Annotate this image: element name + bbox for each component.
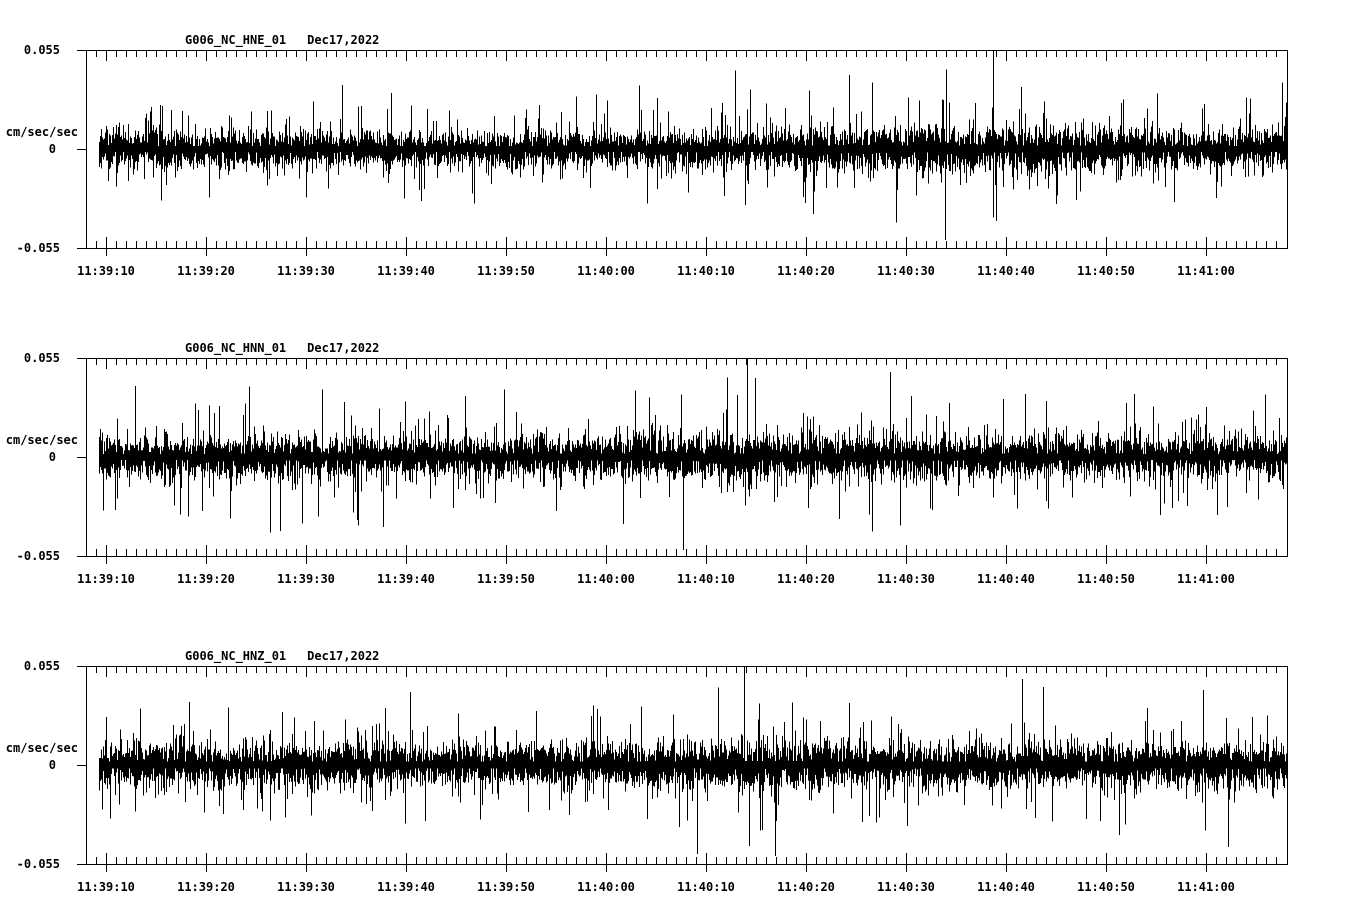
x-tick-label: 11:40:10 bbox=[677, 572, 735, 586]
plot-title: G006_NC_HNZ_01 Dec17,2022 bbox=[185, 649, 379, 663]
y-tick-zero: 0 bbox=[48, 758, 56, 772]
x-tick-label: 11:40:00 bbox=[577, 880, 635, 894]
y-tick-min: -0.055 bbox=[16, 241, 60, 255]
x-tick-label: 11:40:50 bbox=[1077, 572, 1135, 586]
y-tick-zero: 0 bbox=[48, 450, 56, 464]
plot-date: Dec17,2022 bbox=[307, 649, 380, 663]
waveform-plot-hnz bbox=[77, 666, 1288, 872]
channel-name: G006_NC_HNZ_01 bbox=[185, 649, 287, 663]
waveform-plot-hnn bbox=[77, 358, 1288, 564]
plot-title: G006_NC_HNE_01 Dec17,2022 bbox=[185, 33, 379, 47]
x-tick-label: 11:40:40 bbox=[977, 880, 1035, 894]
x-tick-label: 11:39:50 bbox=[477, 572, 535, 586]
waveform-trace bbox=[99, 358, 1287, 550]
x-tick-label: 11:40:00 bbox=[577, 264, 635, 278]
seismogram-panel-hne: G006_NC_HNE_01 Dec17,2022 0.055 cm/sec/se… bbox=[0, 0, 1358, 308]
channel-name: G006_NC_HNN_01 bbox=[185, 341, 287, 355]
x-tick-label: 11:39:30 bbox=[277, 572, 335, 586]
x-tick-label: 11:40:10 bbox=[677, 264, 735, 278]
x-tick-labels: 11:39:10 11:39:20 11:39:30 11:39:40 11:39:50… bbox=[0, 308, 1358, 616]
x-tick-label: 11:39:40 bbox=[377, 572, 435, 586]
x-tick-label: 11:40:00 bbox=[577, 572, 635, 586]
axis-frame-and-ticks bbox=[77, 666, 1288, 872]
y-tick-max: 0.055 bbox=[23, 351, 60, 365]
x-tick-label: 11:39:40 bbox=[377, 264, 435, 278]
x-tick-label: 11:41:00 bbox=[1177, 264, 1235, 278]
seismogram-panel-hnn: G006_NC_HNN_01 Dec17,2022 0.055 cm/sec/se… bbox=[0, 308, 1358, 616]
x-tick-labels: 11:39:10 11:39:20 11:39:30 11:39:40 11:39:50… bbox=[0, 616, 1358, 924]
y-axis-unit-label: cm/sec/sec bbox=[5, 125, 78, 139]
axis-frame-and-ticks bbox=[77, 50, 1288, 256]
x-tick-label: 11:40:30 bbox=[877, 880, 935, 894]
x-tick-labels: 11:39:10 11:39:20 11:39:30 11:39:40 11:39:50… bbox=[0, 0, 1358, 308]
y-axis-unit-label: cm/sec/sec bbox=[5, 433, 78, 447]
waveform-trace bbox=[99, 666, 1287, 856]
x-tick-label: 11:40:40 bbox=[977, 572, 1035, 586]
waveform-plot-hne bbox=[77, 50, 1288, 256]
x-tick-label: 11:40:30 bbox=[877, 264, 935, 278]
x-tick-label: 11:40:50 bbox=[1077, 264, 1135, 278]
x-tick-label: 11:41:00 bbox=[1177, 572, 1235, 586]
channel-name: G006_NC_HNE_01 bbox=[185, 33, 287, 47]
axis-frame-and-ticks bbox=[77, 358, 1288, 564]
x-tick-label: 11:39:10 bbox=[77, 572, 135, 586]
x-tick-label: 11:40:10 bbox=[677, 880, 735, 894]
y-tick-max: 0.055 bbox=[23, 659, 60, 673]
x-tick-label: 11:41:00 bbox=[1177, 880, 1235, 894]
x-tick-label: 11:39:30 bbox=[277, 264, 335, 278]
x-tick-label: 11:39:20 bbox=[177, 264, 235, 278]
plot-date: Dec17,2022 bbox=[307, 341, 380, 355]
x-tick-label: 11:39:40 bbox=[377, 880, 435, 894]
seismogram-panel-hnz: G006_NC_HNZ_01 Dec17,2022 0.055 cm/sec/se… bbox=[0, 616, 1358, 924]
x-tick-label: 11:39:50 bbox=[477, 264, 535, 278]
plot-date: Dec17,2022 bbox=[307, 33, 380, 47]
x-tick-label: 11:39:10 bbox=[77, 264, 135, 278]
x-tick-label: 11:40:40 bbox=[977, 264, 1035, 278]
x-tick-label: 11:39:20 bbox=[177, 880, 235, 894]
x-tick-label: 11:40:20 bbox=[777, 264, 835, 278]
y-tick-max: 0.055 bbox=[23, 43, 60, 57]
y-axis-unit-label: cm/sec/sec bbox=[5, 741, 78, 755]
plot-title: G006_NC_HNN_01 Dec17,2022 bbox=[185, 341, 379, 355]
x-tick-label: 11:40:50 bbox=[1077, 880, 1135, 894]
x-tick-label: 11:40:20 bbox=[777, 880, 835, 894]
x-tick-label: 11:40:20 bbox=[777, 572, 835, 586]
y-tick-zero: 0 bbox=[48, 142, 56, 156]
x-tick-label: 11:40:30 bbox=[877, 572, 935, 586]
x-tick-label: 11:39:10 bbox=[77, 880, 135, 894]
waveform-trace bbox=[99, 50, 1287, 240]
y-tick-min: -0.055 bbox=[16, 549, 60, 563]
x-tick-label: 11:39:50 bbox=[477, 880, 535, 894]
x-tick-label: 11:39:30 bbox=[277, 880, 335, 894]
y-tick-min: -0.055 bbox=[16, 857, 60, 871]
x-tick-label: 11:39:20 bbox=[177, 572, 235, 586]
